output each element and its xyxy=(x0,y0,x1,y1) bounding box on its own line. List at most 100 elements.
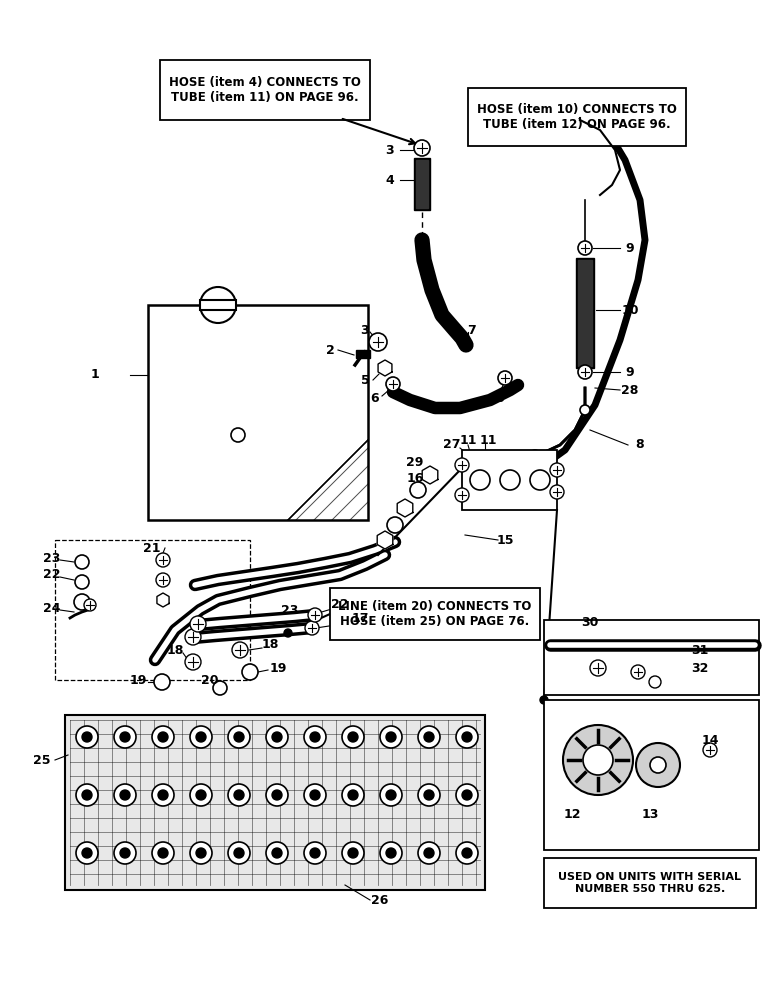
Circle shape xyxy=(82,848,92,858)
Text: 20: 20 xyxy=(201,674,218,686)
Circle shape xyxy=(305,621,319,635)
Circle shape xyxy=(196,732,206,742)
Circle shape xyxy=(185,654,201,670)
Text: HOSE (item 10) CONNECTS TO
TUBE (item 12) ON PAGE 96.: HOSE (item 10) CONNECTS TO TUBE (item 12… xyxy=(477,103,677,131)
Circle shape xyxy=(234,732,244,742)
Text: 31: 31 xyxy=(691,644,709,656)
Circle shape xyxy=(540,696,548,704)
Bar xyxy=(544,858,756,908)
Polygon shape xyxy=(378,531,393,549)
Circle shape xyxy=(455,458,469,472)
Circle shape xyxy=(304,842,326,864)
Circle shape xyxy=(310,732,320,742)
Bar xyxy=(578,260,592,366)
Text: HOSE (item 4) CONNECTS TO
TUBE (item 11) ON PAGE 96.: HOSE (item 4) CONNECTS TO TUBE (item 11)… xyxy=(169,76,361,104)
Circle shape xyxy=(424,848,434,858)
Circle shape xyxy=(418,726,440,748)
Text: 26: 26 xyxy=(371,894,388,906)
Circle shape xyxy=(158,790,168,800)
Bar xyxy=(65,715,485,890)
Circle shape xyxy=(234,790,244,800)
Text: 7: 7 xyxy=(468,324,476,336)
Bar xyxy=(416,160,428,208)
Text: 6: 6 xyxy=(496,391,504,404)
Circle shape xyxy=(158,848,168,858)
Circle shape xyxy=(196,848,206,858)
Circle shape xyxy=(114,726,136,748)
Text: 30: 30 xyxy=(581,616,599,630)
Circle shape xyxy=(152,784,174,806)
Polygon shape xyxy=(378,360,392,376)
Text: 17: 17 xyxy=(351,611,369,624)
Circle shape xyxy=(190,616,206,632)
Circle shape xyxy=(380,784,402,806)
Circle shape xyxy=(578,365,592,379)
Text: 32: 32 xyxy=(691,662,709,674)
Circle shape xyxy=(234,848,244,858)
Circle shape xyxy=(82,790,92,800)
Circle shape xyxy=(550,463,564,477)
Circle shape xyxy=(580,405,590,415)
Circle shape xyxy=(386,732,396,742)
Circle shape xyxy=(424,732,434,742)
Circle shape xyxy=(310,848,320,858)
Circle shape xyxy=(76,784,98,806)
Bar xyxy=(160,60,370,120)
Circle shape xyxy=(272,848,282,858)
Circle shape xyxy=(498,371,512,385)
Circle shape xyxy=(386,848,396,858)
Circle shape xyxy=(200,287,236,323)
Bar xyxy=(462,450,557,510)
Text: 19: 19 xyxy=(269,662,286,674)
Circle shape xyxy=(578,241,592,255)
Bar xyxy=(544,620,759,695)
Circle shape xyxy=(348,790,358,800)
Text: USED ON UNITS WITH SERIAL
NUMBER 550 THRU 625.: USED ON UNITS WITH SERIAL NUMBER 550 THR… xyxy=(558,872,741,894)
Circle shape xyxy=(456,726,478,748)
Bar xyxy=(55,540,250,680)
Circle shape xyxy=(231,428,245,442)
Circle shape xyxy=(631,665,645,679)
Circle shape xyxy=(470,470,490,490)
Circle shape xyxy=(530,470,550,490)
Text: 11: 11 xyxy=(459,434,477,446)
Circle shape xyxy=(590,660,606,676)
Circle shape xyxy=(266,726,288,748)
Circle shape xyxy=(348,848,358,858)
Circle shape xyxy=(185,629,201,645)
Text: 22: 22 xyxy=(331,598,349,611)
Text: 18: 18 xyxy=(166,644,184,656)
Circle shape xyxy=(386,377,400,391)
Circle shape xyxy=(369,333,387,351)
Circle shape xyxy=(583,745,613,775)
Circle shape xyxy=(84,599,96,611)
Text: 18: 18 xyxy=(261,639,279,652)
Bar xyxy=(200,300,236,310)
Text: 8: 8 xyxy=(635,438,645,452)
Circle shape xyxy=(462,790,472,800)
Circle shape xyxy=(74,594,90,610)
Circle shape xyxy=(636,743,680,787)
Circle shape xyxy=(232,642,248,658)
Circle shape xyxy=(190,842,212,864)
Circle shape xyxy=(75,555,89,569)
Circle shape xyxy=(418,784,440,806)
Circle shape xyxy=(410,482,426,498)
Circle shape xyxy=(304,784,326,806)
Text: 14: 14 xyxy=(701,734,719,746)
Circle shape xyxy=(213,681,227,695)
Circle shape xyxy=(342,784,364,806)
Text: 27: 27 xyxy=(443,438,461,452)
Circle shape xyxy=(190,784,212,806)
Text: 10: 10 xyxy=(621,304,638,316)
Circle shape xyxy=(272,790,282,800)
Circle shape xyxy=(380,726,402,748)
Circle shape xyxy=(284,629,292,637)
Text: 2: 2 xyxy=(326,344,334,357)
Circle shape xyxy=(114,784,136,806)
Circle shape xyxy=(154,674,170,690)
Bar xyxy=(148,305,368,520)
Text: 23: 23 xyxy=(281,603,299,616)
Text: 9: 9 xyxy=(625,365,635,378)
Circle shape xyxy=(462,848,472,858)
